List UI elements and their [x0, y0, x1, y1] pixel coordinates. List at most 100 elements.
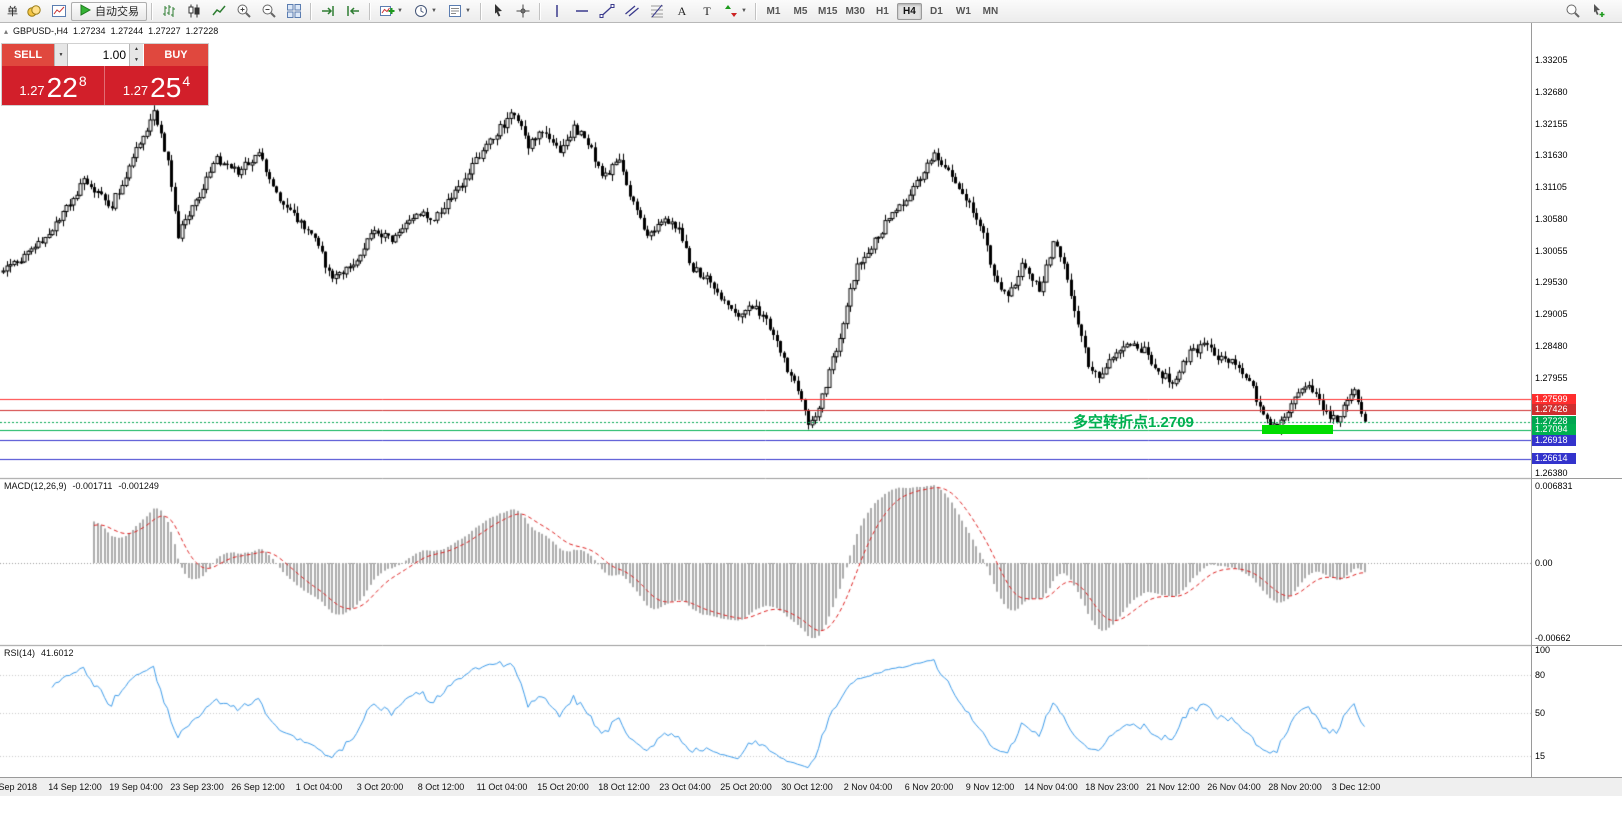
- sell-price-pip: 8: [78, 73, 87, 89]
- chevron-down-icon: ▼: [58, 52, 64, 58]
- channel-icon[interactable]: [619, 1, 644, 21]
- period-button-m5[interactable]: M5: [793, 5, 808, 17]
- arrows-tool-icon[interactable]: ▼: [719, 1, 751, 21]
- chart-window-icon[interactable]: [46, 1, 71, 21]
- price-axis-label: 1.33205: [1535, 55, 1568, 66]
- chart-window: ▴ GBPUSD-,H4 1.27234 1.27244 1.27227 1.2…: [0, 23, 1622, 820]
- time-axis-label: 30 Oct 12:00: [781, 782, 833, 792]
- text-icon[interactable]: A: [669, 1, 694, 21]
- time-axis[interactable]: 3 Sep 2018 14 Sep 12:00 19 Sep 04:00 23 Sep…: [0, 777, 1622, 796]
- sell-price-prefix: 1.27: [19, 83, 45, 98]
- dropdown-caret-icon[interactable]: ▼: [465, 8, 471, 14]
- ohlc-readout: ▴ GBPUSD-,H4 1.27234 1.27244 1.27227 1.2…: [4, 26, 218, 36]
- dropdown-caret-icon[interactable]: ▼: [741, 8, 747, 14]
- period-button-h4[interactable]: H4: [896, 2, 922, 20]
- chart-shift-icon[interactable]: [340, 1, 365, 21]
- svg-text:A: A: [677, 4, 686, 18]
- buy-price-prefix: 1.27: [122, 83, 149, 98]
- pointer-plus-icon[interactable]: [1585, 1, 1610, 21]
- price-chart-canvas[interactable]: [0, 23, 1531, 777]
- indicators-button[interactable]: ▼: [374, 1, 408, 21]
- level-price-tag: 1.26614: [1532, 453, 1576, 465]
- price-axis-label: 1.31630: [1535, 150, 1568, 161]
- panel-separator[interactable]: [1531, 478, 1622, 479]
- toolbar-separator: [480, 2, 481, 20]
- zoom-in-icon[interactable]: [231, 1, 256, 21]
- macd-signal-value: -0.001249: [118, 481, 159, 491]
- volume-down-button[interactable]: ▼: [134, 57, 139, 63]
- new-order-partial-label[interactable]: 单: [7, 6, 18, 18]
- fibonacci-icon[interactable]: [644, 1, 669, 21]
- toolbar-separator: [310, 2, 311, 20]
- level-price-tag: 1.27094: [1532, 424, 1576, 436]
- vertical-line-icon[interactable]: [544, 1, 569, 21]
- period-button-mn[interactable]: MN: [982, 5, 999, 17]
- symbol-period-label: GBPUSD-,H4: [13, 26, 69, 36]
- trade-panel-prices: 1.27 22 8 1.27 25 4: [2, 66, 208, 105]
- buy-price-button[interactable]: 1.27 25 4: [105, 66, 208, 105]
- time-axis-label: 6 Nov 20:00: [904, 782, 954, 792]
- cursor-icon[interactable]: [485, 1, 510, 21]
- price-axis-label: 1.26380: [1535, 467, 1568, 478]
- volume-spinner: ▲ ▼: [129, 44, 143, 66]
- line-chart-icon[interactable]: [206, 1, 231, 21]
- macd-axis-label: 0.006831: [1535, 481, 1573, 491]
- time-axis-label: 23 Sep 23:00: [170, 782, 224, 792]
- crosshair-icon[interactable]: [510, 1, 535, 21]
- dropdown-caret-icon[interactable]: ▼: [431, 8, 437, 14]
- auto-scroll-icon[interactable]: [315, 1, 340, 21]
- level-price-tag: 1.27426: [1532, 404, 1576, 416]
- low-value: 1.27227: [148, 26, 181, 36]
- coins-icon[interactable]: [21, 1, 46, 21]
- horizontal-line-icon[interactable]: [569, 1, 594, 21]
- text-label-icon[interactable]: T: [694, 1, 719, 21]
- trade-panel-controls: SELL ▼ ▲ ▼ BUY: [2, 44, 208, 66]
- rsi-axis-label: 80: [1535, 670, 1546, 680]
- buy-button[interactable]: BUY: [144, 44, 208, 66]
- period-button-m15[interactable]: M15: [818, 5, 838, 17]
- bars-chart-icon[interactable]: [156, 1, 181, 21]
- autotrading-button[interactable]: 自动交易: [71, 1, 147, 21]
- volume-input[interactable]: [68, 44, 129, 66]
- period-button-m1[interactable]: M1: [766, 5, 781, 17]
- time-axis-label: 19 Sep 04:00: [109, 782, 163, 792]
- price-axis-label: 1.32680: [1535, 86, 1568, 97]
- time-axis-label: 3 Oct 20:00: [356, 782, 404, 792]
- period-button-m30[interactable]: M30: [845, 5, 865, 17]
- time-axis-label: 2 Nov 04:00: [843, 782, 893, 792]
- price-axis-label: 1.27955: [1535, 372, 1568, 383]
- search-zoom-icon[interactable]: [1560, 1, 1585, 21]
- trendline-icon[interactable]: [594, 1, 619, 21]
- volume-up-button[interactable]: ▲: [134, 46, 139, 52]
- period-button-w1[interactable]: W1: [955, 5, 971, 17]
- period-button-d1[interactable]: D1: [930, 5, 943, 17]
- dropdown-caret-icon[interactable]: ▼: [397, 8, 403, 14]
- panel-separator[interactable]: [1531, 645, 1622, 646]
- time-axis-label: 18 Nov 23:00: [1085, 782, 1139, 792]
- tile-windows-icon[interactable]: [281, 1, 306, 21]
- order-type-dropdown[interactable]: ▼: [54, 44, 68, 66]
- zoom-out-icon[interactable]: [256, 1, 281, 21]
- candlestick-chart-icon[interactable]: [181, 1, 206, 21]
- time-axis-label: 1 Oct 04:00: [295, 782, 343, 792]
- sell-button[interactable]: SELL: [2, 44, 54, 66]
- period-button-h1[interactable]: H1: [876, 5, 889, 17]
- toolbar-separator: [539, 2, 540, 20]
- time-axis-label: 14 Nov 04:00: [1024, 782, 1078, 792]
- periods-button[interactable]: ▼: [408, 1, 442, 21]
- sell-price-button[interactable]: 1.27 22 8: [2, 66, 105, 105]
- price-axis[interactable]: 1.33205 1.32680 1.32155 1.31630 1.31105 1.305…: [1531, 23, 1622, 777]
- autotrading-label: 自动交易: [95, 6, 139, 18]
- toolbar-separator: [151, 2, 152, 20]
- macd-name: MACD(12,26,9): [4, 481, 67, 491]
- templates-button[interactable]: ▼: [442, 1, 476, 21]
- time-axis-label: 3 Dec 12:00: [1331, 782, 1381, 792]
- time-axis-label: 28 Nov 20:00: [1268, 782, 1322, 792]
- price-axis-label: 1.30055: [1535, 245, 1568, 256]
- sell-price-big-digits: 22: [46, 72, 78, 103]
- macd-value: -0.001711: [72, 481, 113, 491]
- rsi-axis-label: 50: [1535, 707, 1546, 718]
- top-toolbar: 单 自动交易 ▼ ▼ ▼ A T ▼ M1 M5 M15 M30 H1: [0, 0, 1622, 23]
- oneclick-collapse-icon[interactable]: ▴: [4, 26, 9, 36]
